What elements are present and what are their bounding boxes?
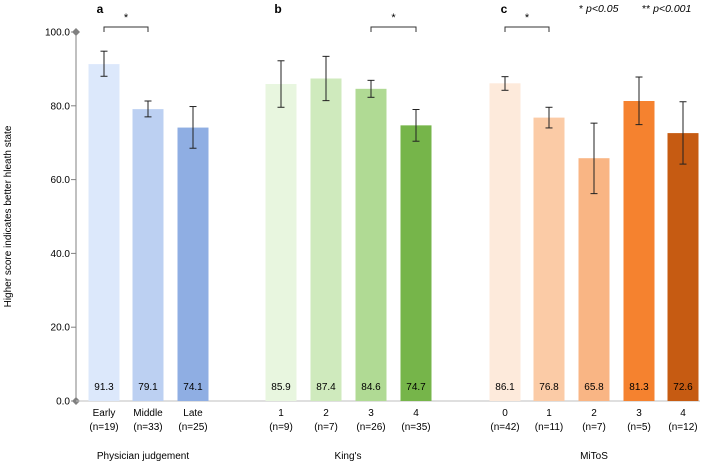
bar: [88, 64, 120, 401]
group-label: Physician judgement: [97, 451, 189, 462]
bar: [667, 133, 699, 401]
n-label: (n=33): [133, 422, 162, 433]
panel-letter-a: a: [97, 2, 104, 16]
significance-bracket: [103, 26, 149, 32]
significance-note-2: ** p<0.001: [642, 3, 691, 15]
y-axis-label: Higher score indicates better hleath sta…: [3, 125, 14, 307]
value-label: 74.7: [406, 382, 426, 393]
y-tick-label: 40.0: [51, 249, 71, 260]
category-label: 1: [278, 408, 284, 419]
value-label: 65.8: [584, 382, 604, 393]
category-label: 4: [413, 408, 419, 419]
significance-note-1: * p<0.05: [579, 3, 619, 15]
y-tick-label: 20.0: [51, 323, 71, 334]
n-label: (n=5): [627, 422, 651, 433]
category-label: 0: [502, 408, 508, 419]
bar: [578, 158, 610, 401]
n-label: (n=7): [314, 422, 338, 433]
n-label: (n=35): [401, 422, 430, 433]
n-label: (n=42): [490, 422, 519, 433]
significance-star: *: [124, 12, 129, 24]
category-label: Middle: [133, 408, 163, 419]
bar: [355, 88, 387, 402]
category-label: 2: [323, 408, 329, 419]
bar: [132, 109, 164, 401]
bar: [533, 117, 565, 401]
significance-star-1: *: [579, 3, 586, 15]
y-tick-label: 0.0: [56, 397, 70, 408]
category-label: Early: [93, 408, 116, 419]
category-label: 2: [591, 408, 597, 419]
value-label: 84.6: [361, 382, 381, 393]
n-label: (n=19): [89, 422, 118, 433]
significance-bracket: [370, 26, 417, 32]
bar: [310, 78, 342, 401]
y-tick-label: 100.0: [45, 28, 70, 39]
value-label: 76.8: [539, 382, 559, 393]
bar: [489, 83, 521, 401]
value-label: 79.1: [138, 382, 158, 393]
panel-letter-c: c: [501, 2, 508, 16]
significance-bracket: [504, 26, 550, 32]
significance-star-2: **: [642, 3, 653, 15]
value-label: 91.3: [94, 382, 114, 393]
value-label: 87.4: [316, 382, 336, 393]
category-label: Late: [183, 408, 203, 419]
y-tick-label: 80.0: [51, 101, 71, 112]
group-label: MiToS: [580, 451, 608, 462]
value-label: 72.6: [673, 382, 693, 393]
n-label: (n=25): [178, 422, 207, 433]
category-label: 4: [680, 408, 686, 419]
group-label: King's: [335, 451, 362, 462]
significance-label-1: p<0.05: [585, 3, 619, 15]
n-label: (n=26): [356, 422, 385, 433]
significance-star: *: [391, 12, 396, 24]
bar: [177, 127, 209, 402]
n-label: (n=11): [535, 422, 563, 433]
category-label: 1: [546, 408, 552, 419]
n-label: (n=7): [582, 422, 606, 433]
value-label: 74.1: [183, 382, 203, 393]
significance-label-2: p<0.001: [652, 3, 691, 15]
panel-letter-b: b: [274, 2, 281, 16]
n-label: (n=12): [668, 422, 697, 433]
category-label: 3: [368, 408, 374, 419]
bar: [400, 125, 432, 402]
value-label: 85.9: [271, 382, 291, 393]
n-label: (n=9): [269, 422, 293, 433]
value-label: 81.3: [629, 382, 649, 393]
category-label: 3: [636, 408, 642, 419]
significance-star: *: [525, 12, 530, 24]
value-label: 86.1: [495, 382, 515, 393]
bar: [265, 84, 297, 402]
y-tick-label: 60.0: [51, 175, 71, 186]
bar: [623, 101, 655, 402]
